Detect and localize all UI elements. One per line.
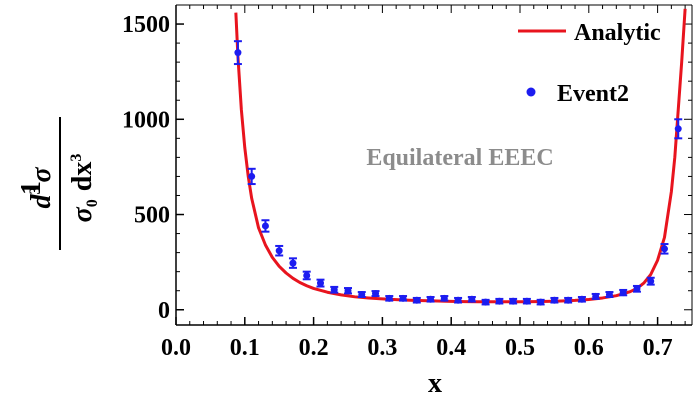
event2-marker [605,291,613,299]
event2-marker [660,245,668,253]
event2-point [275,244,284,257]
event2-marker [330,286,338,294]
event2-point [302,270,311,281]
y-axis-title-numerator: d3 σ [26,167,57,209]
event2-point [591,292,600,300]
event2-point [660,243,669,255]
event2-marker [647,277,655,285]
event2-point [288,257,297,269]
event2-point [536,298,545,306]
event2-marker [523,297,531,305]
x-tick-label: 0.1 [230,335,260,361]
x-axis-title: x [428,368,442,399]
y-axis-title-prefix: 1 [16,181,47,195]
event2-marker [303,271,311,279]
event2-marker [399,294,407,302]
event2-marker [509,297,517,305]
event2-marker [344,287,352,295]
event2-point [357,291,366,299]
x-tick-label: 0.6 [574,335,604,361]
legend: Analytic Event2 [518,20,661,107]
event2-point [247,167,256,186]
x-tick-label: 0.2 [299,335,329,361]
x-axis-ticks: 0.0 0.1 0.2 0.3 0.4 0.5 0.6 0.7 [161,5,686,361]
y-axis-title-dx-power: 3 [68,154,85,162]
y-axis-ticks: 0 500 1000 1500 [122,12,692,324]
y-axis-title: 1 d3σ σ0dx3 [16,117,101,250]
event2-marker [633,285,641,293]
event2-marker [261,222,269,230]
y-axis-title-d: d [26,194,57,209]
event2-marker [619,289,627,297]
y-tick-label: 0 [158,298,170,324]
event2-marker [413,296,421,304]
event2-marker [592,292,600,300]
event2-point [646,276,655,286]
event2-marker [550,296,558,304]
event2-marker [234,49,242,57]
event2-point [454,296,463,304]
y-axis-title-dx: dx [67,162,98,192]
legend-event2-swatch [526,87,536,97]
event2-marker [454,296,462,304]
event2-point [467,295,476,303]
event2-marker [427,295,435,303]
y-tick-label: 1500 [122,12,170,38]
event2-point [316,278,325,288]
x-tick-label: 0.4 [436,335,466,361]
y-axis-title-sigma0: σ [67,206,98,222]
event2-point [564,296,573,304]
event2-marker [289,259,297,267]
event2-marker [482,298,490,306]
event2-point [261,219,270,233]
y-axis-title-sigma0-subscript: 0 [84,199,101,207]
event2-marker [316,279,324,287]
event2-marker [358,291,366,299]
event2-marker [440,294,448,302]
event2-marker [495,297,503,305]
event2-point [412,296,421,304]
event2-marker [578,295,586,303]
chart-annotation: Equilateral EEEC [366,145,553,171]
event2-point [495,297,504,305]
x-tick-label: 0.3 [367,335,397,361]
legend-analytic-label: Analytic [574,20,661,46]
event2-marker [674,125,682,133]
event2-points-layer [233,40,683,306]
x-tick-label: 0.0 [161,335,191,361]
event2-marker [248,172,256,180]
event2-marker [537,298,545,306]
legend-event2-label: Event2 [557,81,629,107]
event2-point [344,287,352,295]
event2-point [330,285,339,294]
event2-point [522,297,531,305]
event2-point [632,284,641,293]
event2-point [233,40,242,66]
x-tick-label: 0.7 [643,335,673,361]
y-tick-label: 500 [134,203,170,229]
event2-marker [385,294,393,302]
event2-point [371,290,380,298]
event2-point [509,297,518,305]
event2-point [481,298,490,306]
event2-point [550,296,559,304]
event2-point [674,118,683,140]
event2-marker [275,247,283,255]
event2-marker [468,295,476,303]
x-tick-label: 0.5 [505,335,535,361]
event2-point [619,288,628,297]
event2-point [385,294,394,302]
y-axis-title-denominator: σ0 dx3 [67,154,101,223]
event2-point [605,291,614,299]
event2-point [399,294,408,302]
event2-marker [372,290,380,298]
y-axis-title-d-power: 3 [27,187,44,195]
event2-marker [564,296,572,304]
y-tick-label: 1000 [122,107,170,133]
event2-point [440,294,449,302]
y-axis-title-sigma: σ [26,167,57,183]
event2-point [577,295,586,303]
event2-point [426,295,435,303]
